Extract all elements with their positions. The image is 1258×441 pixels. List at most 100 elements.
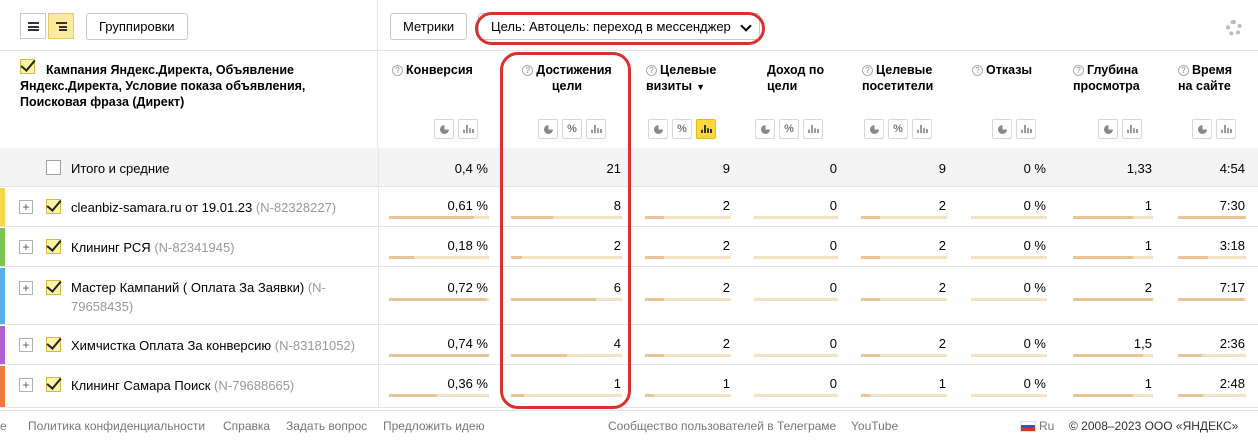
help-icon[interactable]: ?	[646, 65, 657, 76]
column-target-visitors[interactable]: ? Целевые посетители %	[862, 51, 962, 149]
percent-icon[interactable]: %	[672, 119, 692, 139]
expand-icon[interactable]: +	[19, 281, 33, 295]
pie-chart-icon[interactable]	[1192, 119, 1212, 139]
row-name[interactable]: cleanbiz-samara.ru от 19.01.23 (N-823282…	[71, 198, 361, 217]
value-bar	[1073, 216, 1153, 219]
column-title: Целевые визиты	[646, 63, 717, 93]
bar-chart-icon[interactable]	[586, 119, 606, 139]
row-checkbox[interactable]	[46, 239, 61, 254]
row-name[interactable]: Мастер Кампаний ( Оплата За Заявки) (N-7…	[71, 278, 361, 316]
column-conversion[interactable]: ? Конверсия	[392, 51, 492, 149]
metrics-button[interactable]: Метрики	[390, 13, 468, 40]
value-bar-fill	[511, 256, 522, 259]
community-link[interactable]: Сообщество пользователей в Телеграме	[608, 419, 837, 433]
select-all-checkbox[interactable]	[20, 59, 35, 74]
value-bar-fill	[389, 394, 437, 397]
expand-icon[interactable]: +	[19, 200, 33, 214]
row-name[interactable]: Химчистка Оплата За конверсию (N-8318105…	[71, 336, 361, 355]
row-name[interactable]: Клининг РСЯ (N-82341945)	[71, 238, 361, 257]
percent-icon[interactable]: %	[562, 119, 582, 139]
help-link[interactable]: Справка	[223, 419, 271, 433]
pie-chart-icon[interactable]	[755, 119, 775, 139]
column-target-visits[interactable]: ? Целевые визиты ▼ %	[646, 51, 746, 149]
ask-question-link[interactable]: Задать вопрос	[286, 419, 368, 433]
value-bar	[1178, 298, 1246, 301]
percent-icon[interactable]: %	[888, 119, 908, 139]
table-row[interactable]: + Клининг РСЯ (N-82341945) 0,18 % 2 2 0 2 0 % 1 3…	[0, 228, 1258, 267]
gear-icon[interactable]	[1226, 20, 1242, 36]
pie-chart-icon[interactable]	[648, 119, 668, 139]
campaign-name[interactable]: cleanbiz-samara.ru от 19.01.23	[71, 200, 253, 215]
value-bar-fill	[389, 354, 489, 357]
table-cell: 1	[1144, 376, 1152, 391]
table-cell: 0	[829, 376, 837, 391]
table-cell: 0	[829, 198, 837, 213]
list-view-button[interactable]	[20, 13, 46, 39]
bar-chart-icon[interactable]	[803, 119, 823, 139]
table-row[interactable]: + Клининг Самара Поиск (N-79688665) 0,36 %…	[0, 366, 1258, 408]
value-bar-fill	[861, 216, 880, 219]
campaign-name[interactable]: Химчистка Оплата За конверсию	[71, 338, 272, 353]
help-icon[interactable]: ?	[1073, 65, 1084, 76]
table-cell: 1,5	[1133, 336, 1152, 351]
campaign-id: (N-83181052)	[274, 338, 356, 353]
privacy-link[interactable]: Политика конфиденциальности	[28, 419, 206, 433]
column-depth[interactable]: ? Глубина просмотра	[1073, 51, 1163, 149]
youtube-link[interactable]: YouTube	[851, 419, 899, 433]
help-icon[interactable]: ?	[522, 65, 534, 76]
suggest-idea-link[interactable]: Предложить идею	[383, 419, 485, 433]
groupings-button[interactable]: Группировки	[86, 13, 188, 40]
bar-chart-icon[interactable]	[912, 119, 932, 139]
footer-link-cut[interactable]: е	[0, 419, 7, 433]
expand-icon[interactable]: +	[19, 240, 33, 254]
column-time-on-site[interactable]: ? Время на сайте	[1178, 51, 1258, 149]
column-goal-reaches[interactable]: ? Достижения цели %	[512, 51, 622, 149]
totals-checkbox[interactable]	[46, 160, 61, 175]
table-cell: 2	[722, 336, 730, 351]
row-name[interactable]: Клининг Самара Поиск (N-79688665)	[71, 376, 361, 395]
column-goal-revenue[interactable]: Доход по цели %	[755, 51, 845, 149]
pie-chart-icon[interactable]	[434, 119, 454, 139]
value-bar	[389, 394, 489, 397]
bar-chart-icon[interactable]	[696, 119, 716, 139]
pie-chart-icon[interactable]	[1098, 119, 1118, 139]
help-icon[interactable]: ?	[392, 65, 403, 76]
campaign-name[interactable]: Клининг РСЯ	[71, 240, 151, 255]
help-icon[interactable]: ?	[862, 65, 873, 76]
table-cell: 1	[613, 376, 621, 391]
bar-chart-icon[interactable]	[458, 119, 478, 139]
expand-icon[interactable]: +	[19, 378, 33, 392]
language-switch[interactable]: Ru	[1039, 419, 1055, 433]
pie-chart-icon[interactable]	[992, 119, 1012, 139]
table-row[interactable]: + Мастер Кампаний ( Оплата За Заявки) (N-…	[0, 268, 1258, 325]
expand-icon[interactable]: +	[19, 338, 33, 352]
value-bar	[511, 256, 622, 259]
totals-cell: 0,4 %	[454, 161, 488, 176]
help-icon[interactable]: ?	[972, 65, 983, 76]
value-bar-fill	[1178, 256, 1208, 259]
value-bar	[754, 298, 838, 301]
percent-icon[interactable]: %	[779, 119, 799, 139]
value-bar-fill	[389, 298, 486, 301]
table-row[interactable]: + Химчистка Оплата За конверсию (N-831810…	[0, 326, 1258, 365]
row-checkbox[interactable]	[46, 280, 61, 295]
help-icon[interactable]: ?	[1178, 65, 1189, 76]
bar-chart-icon[interactable]	[1216, 119, 1236, 139]
campaign-name[interactable]: Клининг Самара Поиск	[71, 378, 211, 393]
value-bar-fill	[389, 256, 414, 259]
bar-chart-icon[interactable]	[1122, 119, 1142, 139]
row-checkbox[interactable]	[46, 337, 61, 352]
column-title: Отказы	[986, 63, 1033, 77]
row-checkbox[interactable]	[46, 199, 61, 214]
goal-select[interactable]: Цель: Автоцель: переход в мессенджер	[478, 13, 760, 40]
pie-chart-icon[interactable]	[864, 119, 884, 139]
row-checkbox[interactable]	[46, 377, 61, 392]
tree-view-button[interactable]	[48, 13, 74, 39]
pie-chart-icon[interactable]	[538, 119, 558, 139]
value-bar	[971, 354, 1047, 357]
campaign-id: (N-79658435)	[71, 280, 326, 314]
column-bounces[interactable]: ? Отказы	[972, 51, 1062, 149]
bar-chart-icon[interactable]	[1016, 119, 1036, 139]
sort-desc-icon[interactable]: ▼	[696, 82, 705, 92]
campaign-name[interactable]: Мастер Кампаний ( Оплата За Заявки)	[71, 280, 305, 295]
